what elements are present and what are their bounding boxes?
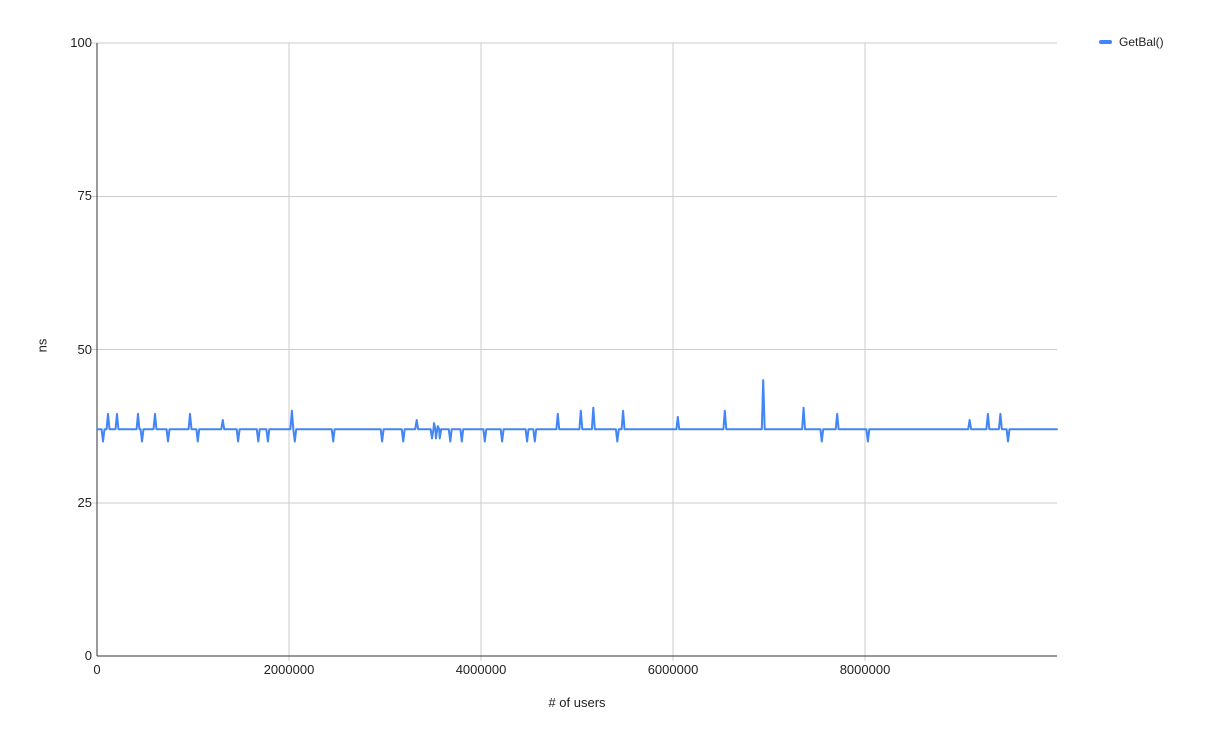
- x-axis-tick-label: 8000000: [839, 662, 891, 677]
- y-axis-tick-label: 75: [77, 188, 92, 203]
- y-axis-tick-label: 50: [77, 342, 92, 357]
- x-axis-title: # of users: [548, 695, 606, 710]
- y-axis-tick-label: 100: [70, 35, 92, 50]
- legend-line-swatch-icon: [1099, 40, 1112, 44]
- x-axis-tick-label: 0: [93, 662, 101, 677]
- x-axis-tick-label: 2000000: [263, 662, 315, 677]
- x-axis-tick-label: 4000000: [455, 662, 507, 677]
- legend: GetBal(): [1099, 35, 1164, 49]
- y-axis-tick-label: 0: [84, 648, 92, 663]
- y-axis-tick-label: 25: [77, 495, 92, 510]
- legend-label: GetBal(): [1119, 35, 1164, 49]
- x-axis-tick-label: 6000000: [647, 662, 699, 677]
- y-axis-title: ns: [34, 338, 50, 353]
- series-line: [96, 379, 1058, 443]
